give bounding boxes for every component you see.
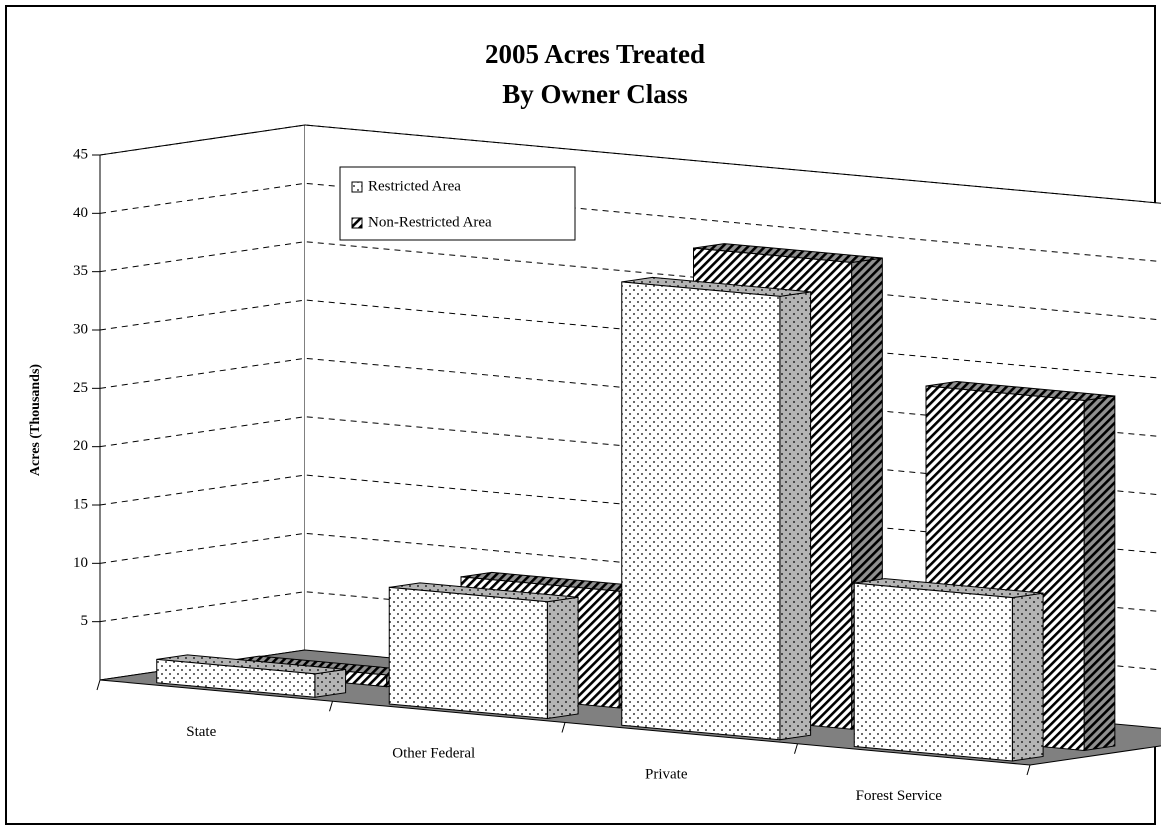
legend-label: Restricted Area [368,178,461,194]
y-tick-label: 30 [73,321,88,337]
x-tick-label: Other Federal [392,745,475,761]
grid-line [99,241,1161,321]
y-tick-label: 25 [73,380,88,396]
grid-line [99,416,1161,496]
bar [853,582,1013,762]
grid-line [99,182,1161,263]
bar [156,658,316,698]
x-tick [794,743,798,754]
legend [339,166,576,241]
grid-line [99,124,1161,204]
bar [388,586,548,719]
bar [621,281,781,741]
legend-label: Non-Restricted Area [368,214,492,230]
x-tick [329,701,333,712]
y-axis-label: Acres (Thousands) [28,364,43,476]
y-tick-label: 15 [73,496,88,512]
y-tick-label: 45 [73,146,88,162]
left-wall [99,124,306,681]
bar-side [1083,395,1116,752]
bar-side [1011,592,1044,762]
chart-title: By Owner Class [502,79,688,109]
y-tick-label: 35 [73,263,88,279]
grid-line [99,357,1161,438]
y-tick-label: 10 [73,555,88,571]
legend-swatch [351,217,363,229]
y-tick-label: 20 [73,438,88,454]
x-tick-label: Forest Service [856,788,943,804]
x-tick [1026,764,1031,776]
bar-side [779,291,812,741]
y-tick-label: 5 [81,613,89,629]
legend-swatch [351,181,363,193]
bar-side [546,596,579,720]
chart-title: 2005 Acres Treated [485,39,705,69]
x-tick-label: Private [645,767,688,783]
x-tick [561,722,566,733]
x-tick [96,679,101,691]
y-tick-label: 40 [73,205,88,221]
grid-line [99,299,1161,379]
x-tick-label: State [186,724,216,740]
grid-line [99,474,1161,554]
